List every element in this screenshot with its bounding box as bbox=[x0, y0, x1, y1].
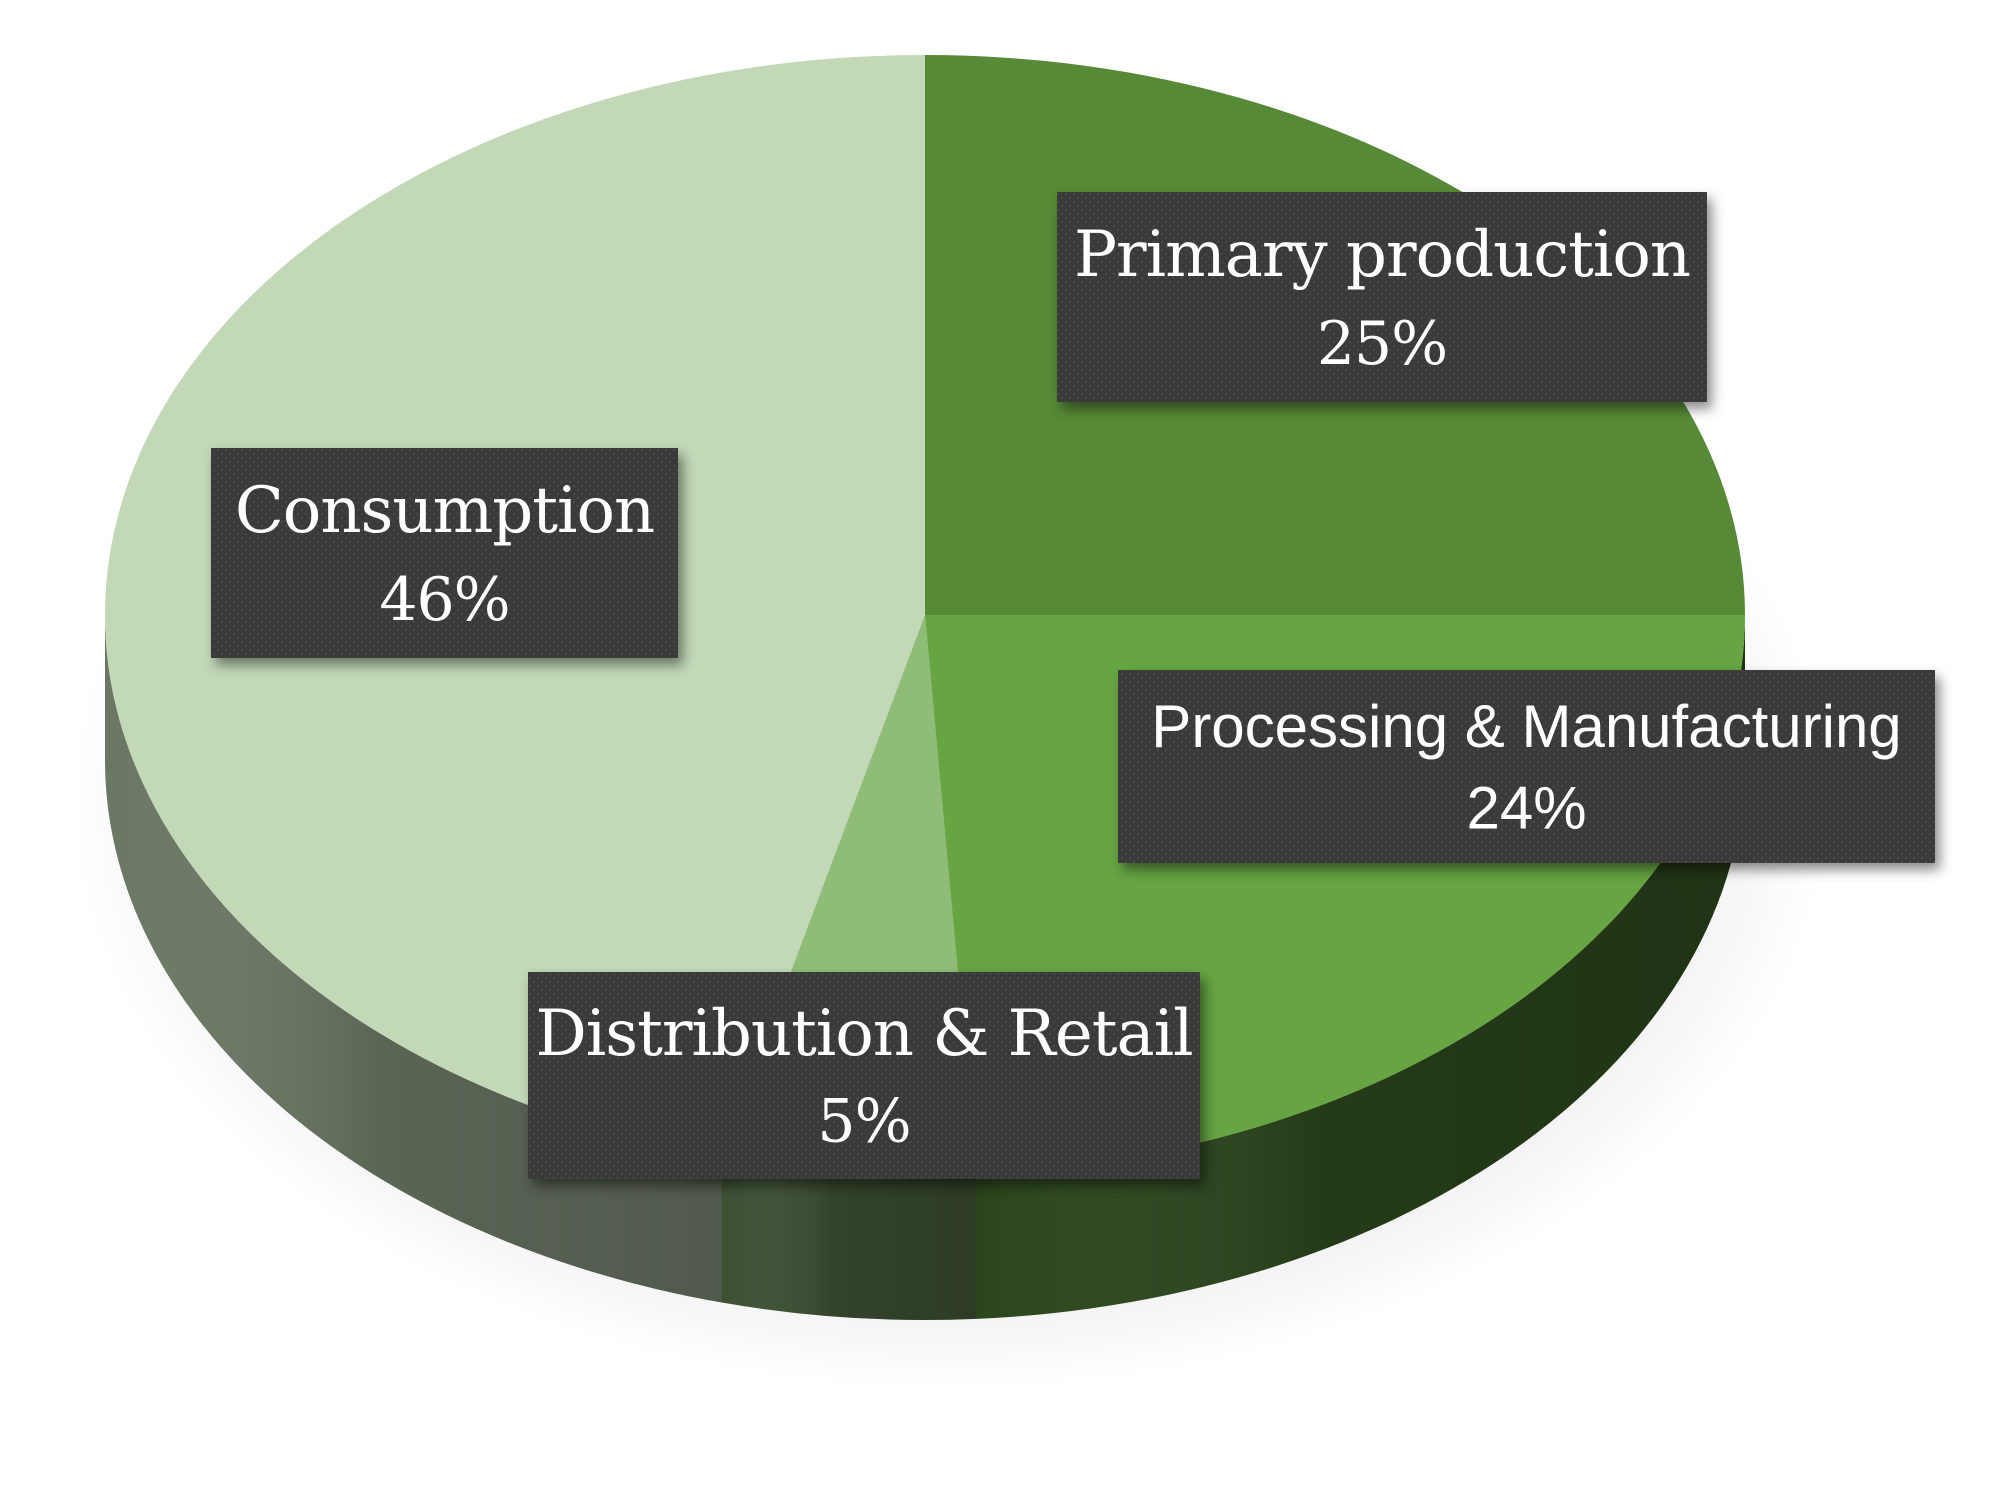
slice-value-processing-and-manufacturing: 24% bbox=[1466, 774, 1586, 841]
slice-label-consumption: Consumption bbox=[235, 474, 654, 548]
data-label-consumption: Consumption 46% bbox=[211, 448, 678, 658]
data-label-box-primary-production bbox=[1057, 192, 1707, 402]
data-label-box-processing-and-manufacturing bbox=[1118, 670, 1935, 863]
pie-data-labels: Primary production 25% Processing & Manufa… bbox=[211, 192, 1935, 1179]
data-label-processing-and-manufacturing: Processing & Manufacturing 24% bbox=[1118, 670, 1935, 863]
slice-value-distribution-and-retail: 5% bbox=[817, 1087, 910, 1157]
slice-label-primary-production: Primary production bbox=[1074, 218, 1690, 292]
data-label-distribution-and-retail: Distribution & Retail 5% bbox=[528, 972, 1200, 1179]
data-label-primary-production: Primary production 25% bbox=[1057, 192, 1707, 402]
pie-side-shading-distribution-and-retail bbox=[721, 1157, 977, 1320]
slice-label-processing-and-manufacturing: Processing & Manufacturing bbox=[1151, 693, 1901, 760]
slice-value-primary-production: 25% bbox=[1317, 309, 1447, 379]
pie-side-shading-processing-and-manufacturing bbox=[976, 615, 1745, 1319]
data-label-box-consumption bbox=[211, 448, 678, 658]
slice-value-consumption: 46% bbox=[379, 565, 509, 635]
slice-label-distribution-and-retail: Distribution & Retail bbox=[535, 997, 1192, 1071]
data-label-box-distribution-and-retail bbox=[528, 972, 1200, 1179]
